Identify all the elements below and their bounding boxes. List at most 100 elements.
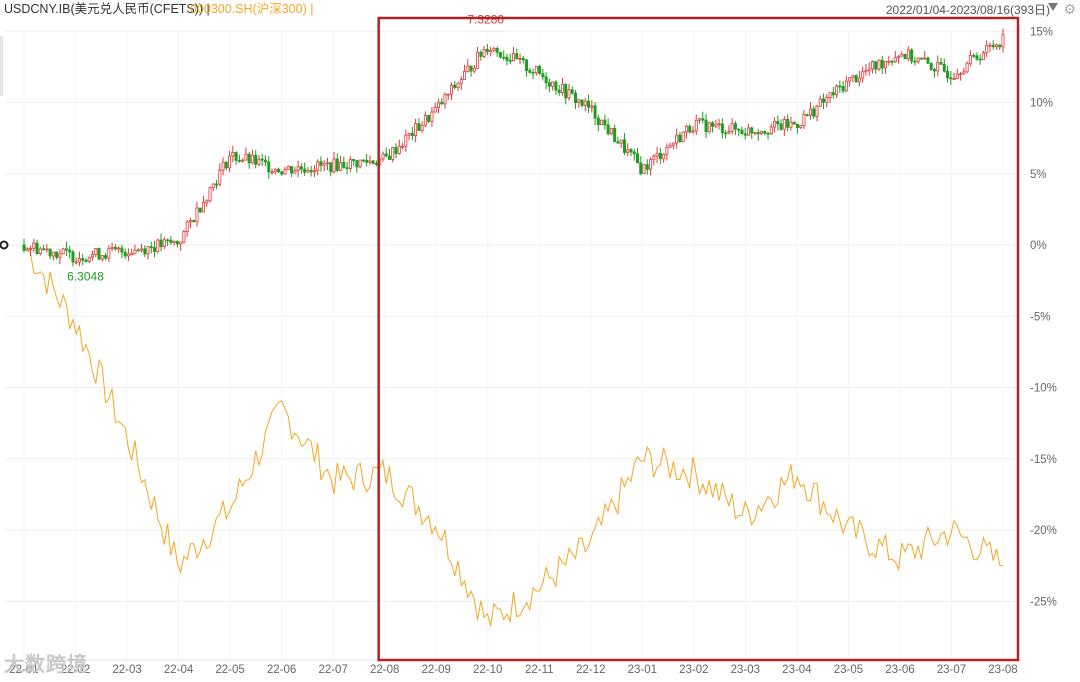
usdcny-candle-body: [753, 132, 757, 134]
usdcny-candle-body: [410, 133, 414, 137]
usdcny-series-title[interactable]: USDCNY.IB(美元兑人民币(CFETS)) |: [4, 2, 210, 16]
usdcny-candle-body: [306, 170, 310, 173]
usdcny-candle-body: [544, 76, 548, 84]
usdcny-candle-body: [159, 239, 163, 247]
usdcny-candle-body: [884, 61, 888, 69]
usdcny-candle-body: [286, 166, 290, 170]
usdcny-candle-body: [737, 128, 741, 131]
usdcny-candle-body: [629, 149, 633, 153]
usdcny-candle-body: [201, 202, 205, 213]
usdcny-candle-body: [626, 149, 630, 153]
usdcny-candles: [0, 28, 1005, 267]
usdcny-candle-body: [498, 51, 502, 58]
usdcny-candle-body: [94, 248, 98, 255]
usdcny-candle-body: [77, 258, 81, 263]
usdcny-candle-body: [740, 129, 744, 135]
usdcny-candle-body: [678, 134, 682, 143]
usdcny-candle-body: [241, 159, 245, 162]
usdcny-candle-body: [763, 131, 767, 134]
usdcny-candle-body: [952, 78, 956, 81]
usdcny-candle-body: [776, 120, 780, 125]
usdcny-candle-body: [795, 123, 799, 128]
left-scroll-handle[interactable]: [0, 36, 3, 96]
usdcny-candle-body: [717, 123, 721, 126]
usdcny-candle-body: [446, 93, 450, 96]
usdcny-candle-body: [104, 255, 108, 259]
usdcny-candle-body: [149, 246, 153, 248]
usdcny-candle-body: [332, 158, 336, 173]
usdcny-candle-body: [117, 247, 121, 250]
x-tick-label: 23-08: [988, 664, 1017, 676]
usdcny-candle-body: [828, 92, 832, 98]
usdcny-candle-body: [972, 54, 976, 57]
start-marker: [0, 240, 9, 250]
usdcny-candle-body: [789, 121, 793, 128]
usdcny-candle-body: [965, 62, 969, 73]
usdcny-candle-body: [169, 239, 173, 243]
grid-lines: [5, 30, 1020, 661]
usdcny-candle-body: [600, 119, 604, 126]
usdcny-candle-body: [449, 84, 453, 95]
usdcny-candle-body: [414, 123, 418, 137]
usdcny-candle-body: [746, 127, 750, 136]
usdcny-candle-body: [988, 44, 992, 47]
usdcny-candle-body: [642, 164, 646, 175]
usdcny-candle-body: [260, 158, 264, 161]
usdcny-candle-body: [854, 75, 858, 83]
usdcny-candle-body: [179, 241, 183, 245]
usdcny-candle-body: [508, 59, 512, 62]
x-tick-label: 23-05: [834, 664, 863, 676]
usdcny-candle-body: [649, 159, 653, 170]
usdcny-candle-body: [773, 120, 777, 128]
x-tick-label: 22-09: [421, 664, 450, 676]
usdcny-candle-body: [574, 92, 578, 103]
usdcny-candle-body: [250, 154, 254, 164]
usdcny-candle-body: [463, 70, 467, 80]
usdcny-candle-body: [192, 220, 196, 223]
usdcny-candle-body: [352, 159, 356, 162]
csi300-series-title[interactable]: 000300.SH(沪深300) |: [190, 2, 314, 16]
usdcny-candle-body: [345, 167, 349, 170]
usdcny-candle-body: [786, 118, 790, 128]
usdcny-candle-body: [143, 248, 147, 255]
usdcny-candle-body: [130, 253, 134, 256]
usdcny-candle-body: [211, 183, 215, 189]
usdcny-candle-body: [655, 152, 659, 157]
x-tick-label: 23-07: [937, 664, 966, 676]
usdcny-candle-body: [430, 111, 434, 122]
usdcny-candle-body: [929, 62, 933, 70]
usdcny-candle-body: [358, 159, 362, 168]
date-range-label[interactable]: 2022/01/04-2023/08/16(393日): [885, 3, 1050, 17]
gear-icon[interactable]: ⚙: [1063, 1, 1076, 17]
usdcny-candle-body: [267, 161, 271, 173]
triangle-down-icon[interactable]: [1048, 3, 1058, 11]
usdcny-candle-body: [25, 248, 29, 251]
usdcny-candle-body: [521, 58, 525, 61]
usdcny-candle-body: [42, 248, 46, 251]
x-tick-label: 22-05: [215, 664, 244, 676]
usdcny-candle-body: [733, 123, 737, 130]
usdcny-candle-body: [502, 56, 506, 59]
usdcny-candle-body: [808, 108, 812, 116]
usdcny-candle-body: [577, 99, 581, 103]
usdcny-candle-body: [528, 70, 532, 73]
usdcny-candle-body: [368, 160, 372, 163]
usdcny-candle-body: [812, 108, 816, 117]
usdcny-candle-body: [590, 105, 594, 108]
usdcny-candle-body: [688, 125, 692, 133]
usdcny-candle-body: [707, 122, 711, 133]
usdcny-candle-body: [890, 60, 894, 63]
usdcny-candle-body: [322, 162, 326, 166]
usdcny-candle-body: [760, 131, 764, 135]
usdcny-candle-body: [479, 51, 483, 57]
usdcny-candle-body: [355, 160, 359, 168]
usdcny-candle-body: [263, 159, 267, 163]
y-tick-label: -25%: [1030, 596, 1057, 608]
usdcny-candle-body: [182, 231, 186, 243]
usdcny-candle-body: [234, 152, 238, 161]
usdcny-candle-body: [35, 242, 39, 255]
usdcny-candle-body: [482, 49, 486, 57]
usdcny-candle-body: [401, 145, 405, 148]
usdcny-candle-body: [443, 93, 447, 105]
